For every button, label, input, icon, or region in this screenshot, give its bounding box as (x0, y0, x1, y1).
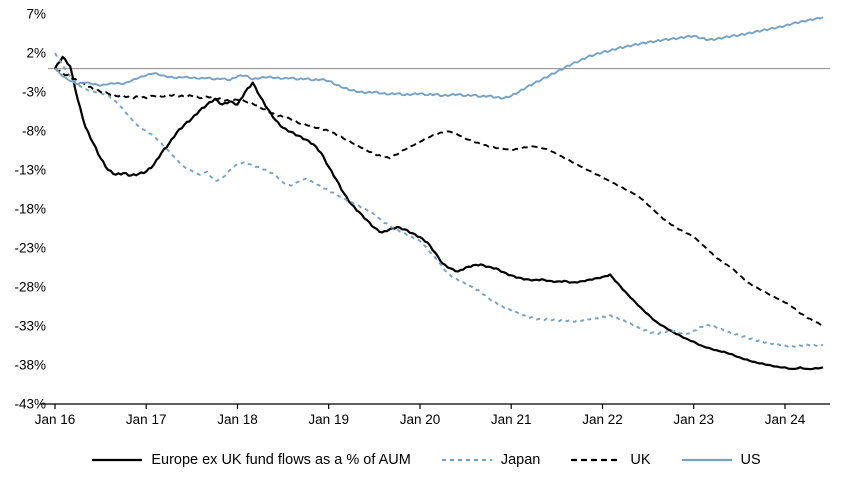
legend-line-sample-japan (441, 458, 492, 462)
legend-line-sample-uk (571, 458, 622, 462)
series-line-japan (54, 52, 824, 348)
series-line-europe-ex-uk-fund-flows-as-a-of-aum (54, 55, 824, 371)
legend-item-us: US (681, 452, 761, 468)
y-tick-label: 7% (26, 7, 46, 22)
y-tick-label: -43% (14, 397, 46, 412)
legend-item-japan: Japan (441, 452, 541, 468)
x-tick-label: Jan 21 (491, 412, 532, 427)
legend-label-europe-ex-uk-fund-flows-as-a-of-aum: Europe ex UK fund flows as a % of AUM (151, 452, 411, 468)
y-tick-label: -38% (14, 358, 46, 373)
y-tick-label: 2% (26, 46, 46, 61)
x-tick-label: Jan 24 (765, 412, 806, 427)
y-tick-label: -33% (14, 319, 46, 334)
x-tick-label: Jan 22 (582, 412, 623, 427)
y-tick-label: -3% (22, 85, 46, 100)
y-tick-label: -23% (14, 241, 46, 256)
x-tick-label: Jan 20 (400, 412, 441, 427)
legend-item-uk: UK (570, 452, 651, 468)
y-tick-label: -28% (14, 280, 46, 295)
x-tick-label: Jan 19 (308, 412, 349, 427)
legend-label-us: US (740, 452, 761, 468)
x-tick-label: Jan 16 (35, 412, 76, 427)
legend-line-sample-us (681, 458, 732, 462)
x-tick-label: Jan 18 (217, 412, 258, 427)
x-tick-label: Jan 17 (126, 412, 167, 427)
legend-item-europe-ex-uk-fund-flows-as-a-of-aum: Europe ex UK fund flows as a % of AUM (91, 452, 411, 468)
y-tick-label: -13% (14, 163, 46, 178)
legend-label-japan: Japan (500, 452, 541, 468)
legend-line-sample-europe-ex-uk-fund-flows-as-a-of-aum (92, 458, 143, 462)
y-tick-label: -8% (22, 124, 46, 139)
y-tick-label: -18% (14, 202, 46, 217)
x-tick-label: Jan 23 (673, 412, 714, 427)
legend-label-uk: UK (630, 452, 651, 468)
series-line-uk (54, 67, 824, 327)
series-line-us (54, 16, 824, 100)
chart-legend: Europe ex UK fund flows as a % of AUM Jap… (0, 452, 852, 468)
